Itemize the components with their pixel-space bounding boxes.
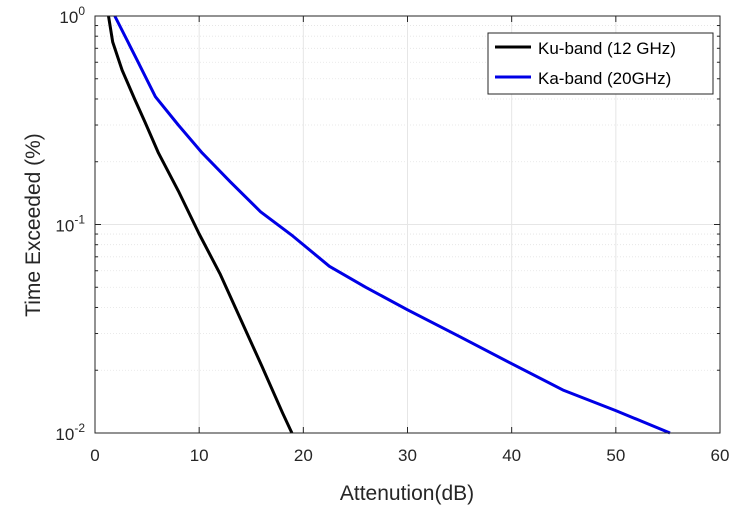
y-tick-labels: 100 10-1 10-2 [55,4,85,444]
x-axis-label: Attenution(dB) [340,482,474,505]
legend-box [487,32,714,95]
series-line-ka-band [113,15,671,435]
x-tick-label: 50 [606,446,625,465]
legend-label-ku: Ku-band (12 GHz) [538,39,676,58]
x-tick-labels: 0 10 20 30 40 50 60 [90,446,729,465]
y-tick-label: 100 [59,4,85,27]
axis-ticks [94,15,721,434]
legend-label-ka: Ka-band (20GHz) [538,69,671,88]
x-tick-label: 10 [190,446,209,465]
legend: Ku-band (12 GHz) Ka-band (20GHz) [487,32,714,95]
y-tick-label: 10-2 [55,421,85,444]
x-tick-label: 20 [294,446,313,465]
y-axis-label: Time Exceeded (%) [22,133,45,317]
y-tick-label: 10-1 [55,213,85,236]
series-lines [107,15,671,435]
x-tick-label: 40 [502,446,521,465]
x-tick-label: 0 [90,446,99,465]
x-tick-label: 30 [398,446,417,465]
x-tick-label: 60 [711,446,730,465]
series-line-ku-band [107,15,294,434]
